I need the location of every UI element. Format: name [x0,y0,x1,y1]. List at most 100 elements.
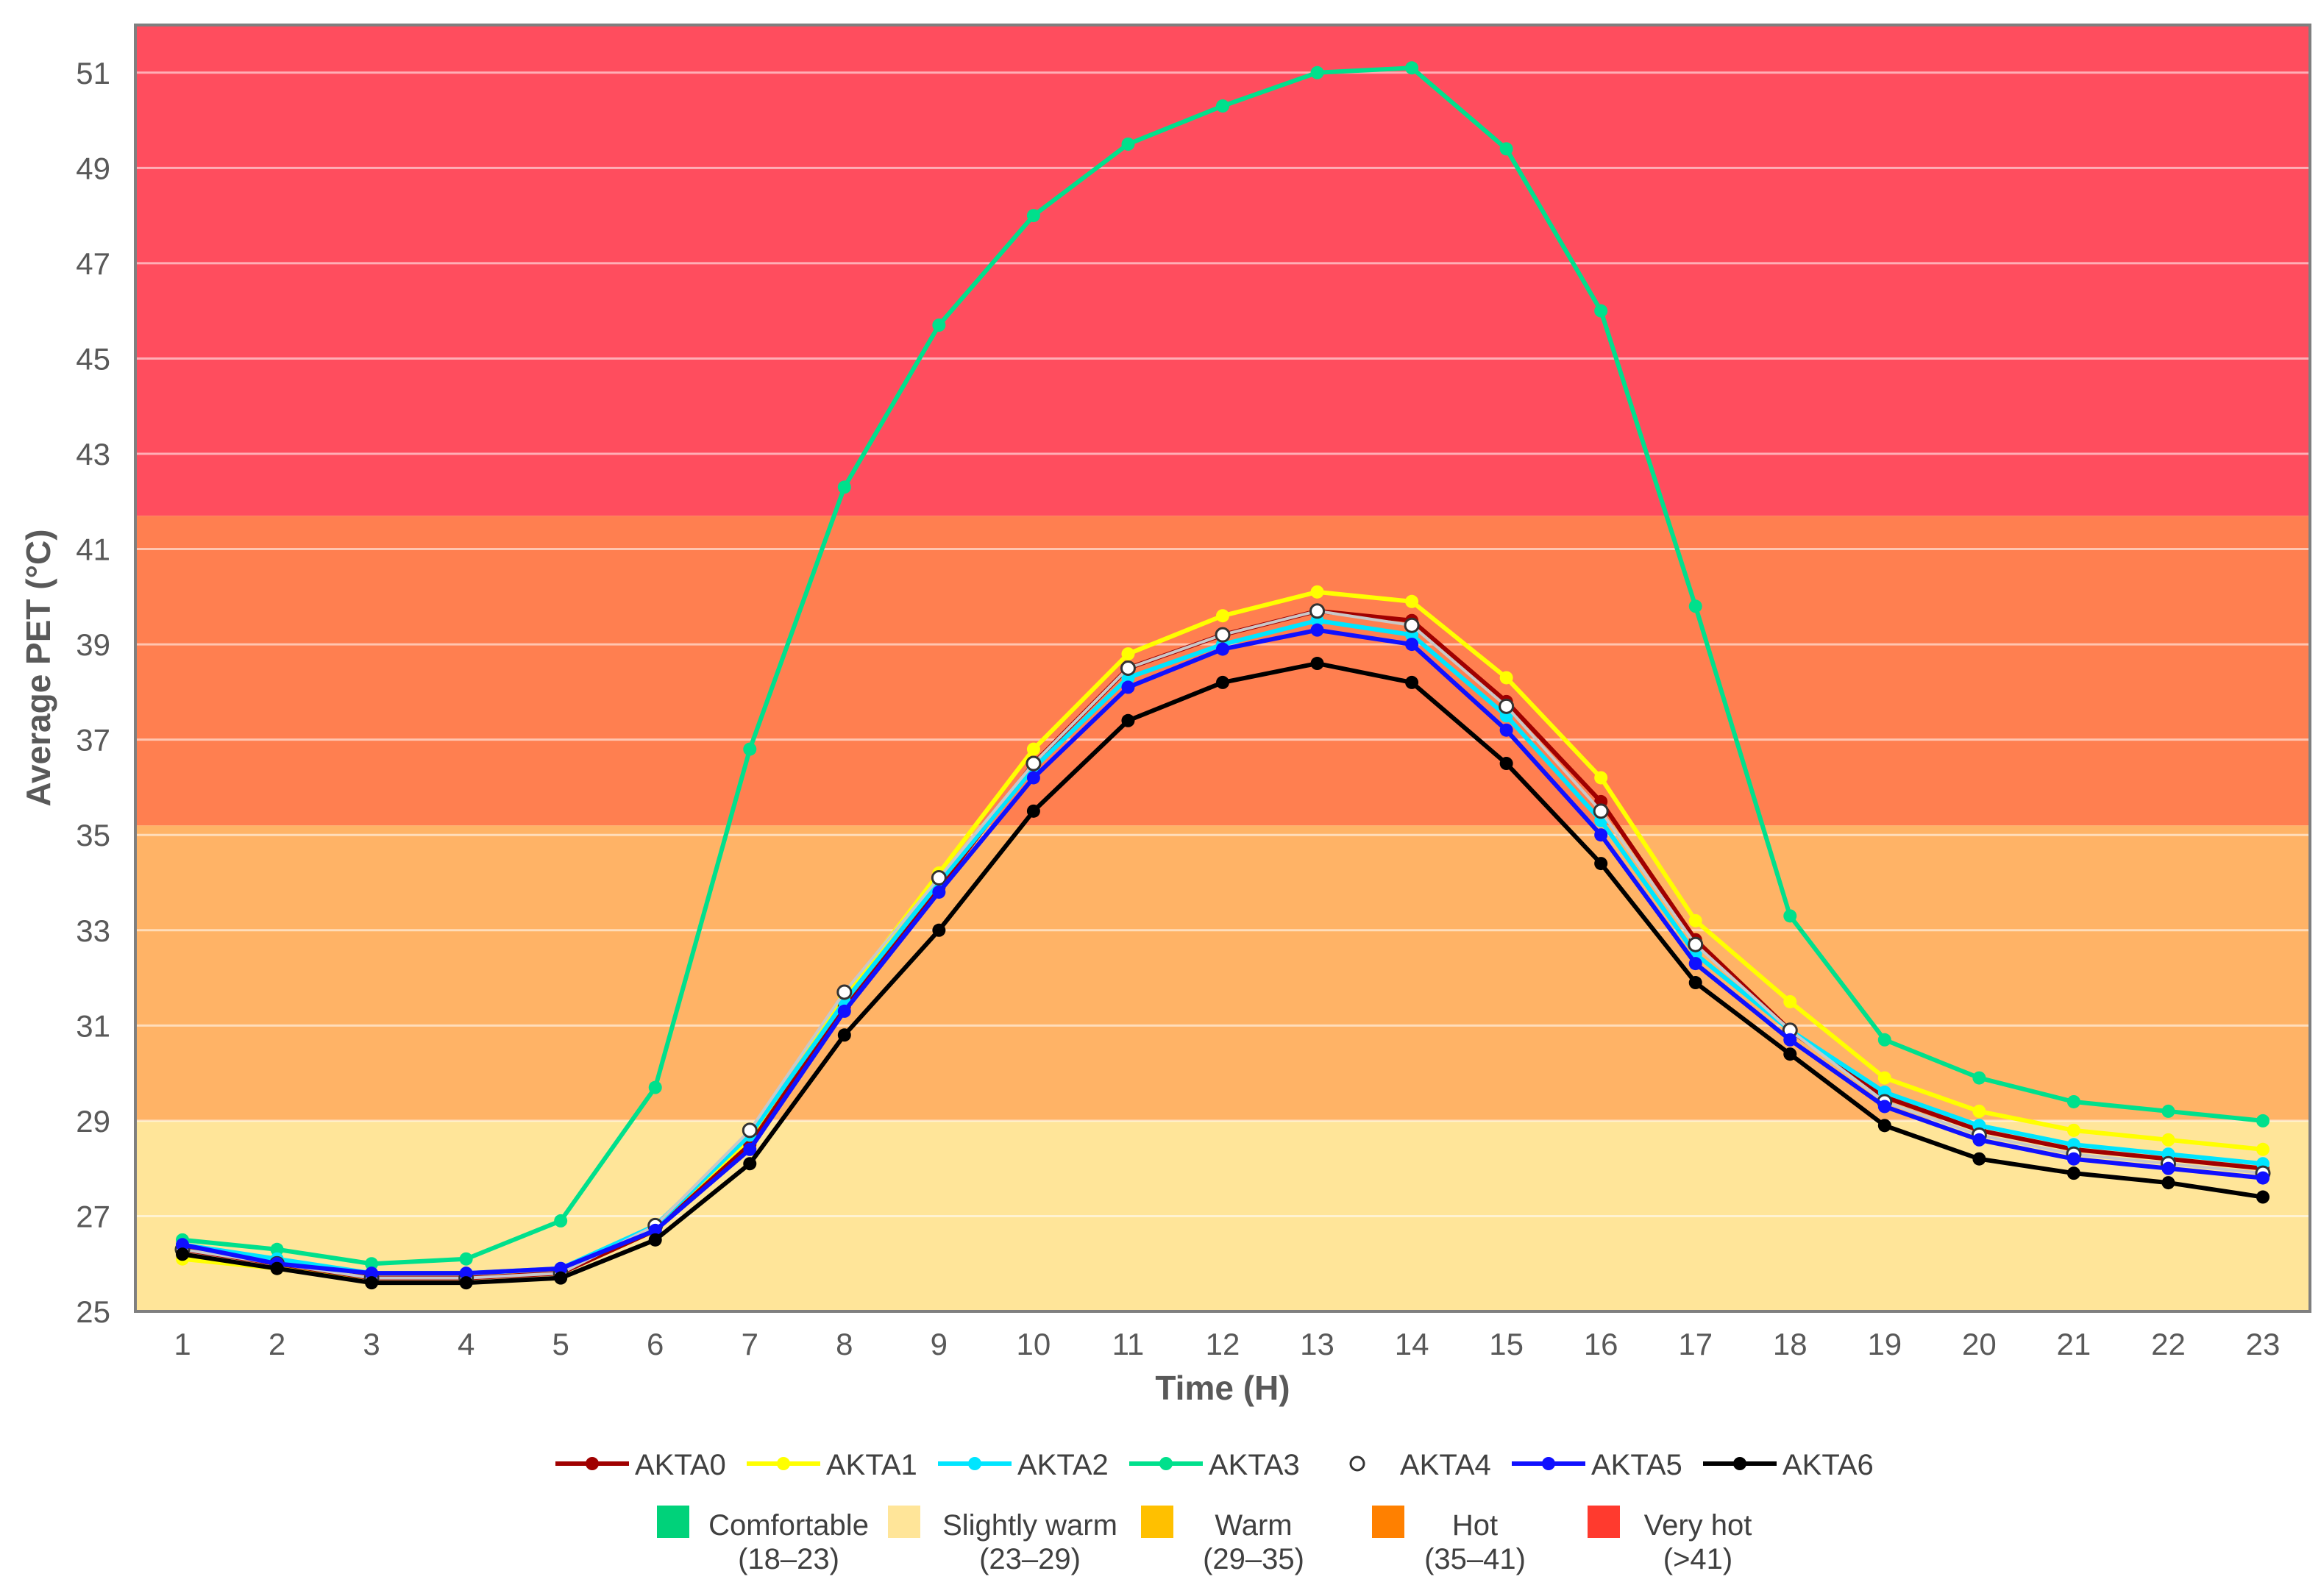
category-label-very-hot: Very hot [1644,1509,1752,1542]
legend-marker-akta5 [1542,1457,1555,1470]
data-point-akta3 [270,1242,284,1256]
x-tick-label: 22 [2151,1327,2186,1361]
legend-label-akta1: AKTA1 [826,1449,917,1481]
data-point-akta3 [743,742,757,756]
data-point-akta6 [1216,675,1229,689]
category-swatch-very-hot [1588,1506,1620,1538]
data-point-akta5 [2066,1152,2080,1166]
x-tick-label: 13 [1300,1327,1334,1361]
x-tick-label: 17 [1678,1327,1713,1361]
data-point-akta5 [1121,680,1135,694]
data-point-akta3 [1310,65,1324,79]
data-point-akta6 [1405,675,1419,689]
x-tick-label: 6 [647,1327,664,1361]
data-point-akta3 [1499,142,1513,156]
data-point-akta3 [1216,99,1229,113]
data-point-akta5 [837,1004,851,1018]
data-point-akta5 [1216,642,1229,656]
category-range-slightly-warm: (23–29) [979,1543,1081,1575]
data-point-akta4 [742,1122,758,1139]
data-point-akta6 [1499,757,1513,771]
data-point-akta3 [459,1252,473,1266]
data-point-akta1 [1499,671,1513,685]
legend-label-akta4: AKTA4 [1400,1449,1491,1481]
category-range-comfortable: (18–23) [738,1543,839,1575]
legend-item-akta6: AKTA6 [1703,1449,1874,1481]
data-point-akta6 [648,1233,662,1247]
legend-item-akta5: AKTA5 [1512,1449,1682,1481]
data-point-akta3 [1026,209,1040,223]
y-tick-label: 45 [76,341,110,376]
category-range-hot: (35–41) [1424,1543,1526,1575]
data-point-akta5 [743,1142,757,1156]
legend-label-akta2: AKTA2 [1017,1449,1109,1481]
data-point-akta6 [2256,1190,2270,1204]
data-point-akta4 [836,984,853,1000]
data-point-akta4 [1215,627,1231,643]
data-point-akta1 [1121,647,1135,661]
x-axis-title: Time (H) [1155,1369,1290,1407]
data-point-akta3 [1405,61,1419,75]
y-tick-label: 27 [76,1199,110,1233]
y-tick-label: 47 [76,246,110,281]
data-point-akta1 [2066,1123,2080,1137]
data-point-akta1 [1688,913,1702,927]
data-point-akta5 [1499,723,1513,737]
legend-label-akta5: AKTA5 [1591,1449,1682,1481]
data-point-akta3 [932,318,946,332]
data-point-akta3 [1121,137,1135,151]
x-tick-label: 2 [269,1327,285,1361]
x-tick-label: 19 [1867,1327,1902,1361]
data-point-akta5 [1405,638,1419,652]
data-point-akta5 [1783,1033,1797,1047]
data-point-akta6 [1121,713,1135,727]
x-tick-label: 10 [1017,1327,1051,1361]
data-point-akta5 [365,1267,379,1280]
y-axis-title: Average PET (°C) [19,529,57,806]
plot-border [134,24,2311,1313]
data-point-akta3 [1783,909,1797,923]
data-point-akta3 [648,1080,662,1094]
category-swatch-hot [1372,1506,1404,1538]
data-point-akta4 [1309,603,1326,619]
series-lines [174,61,2271,1290]
series-akta3 [176,61,2270,1271]
data-point-akta4 [1120,660,1136,676]
data-point-akta4 [931,870,947,886]
data-point-akta6 [270,1261,284,1275]
data-point-akta1 [2256,1142,2270,1156]
legend-marker-akta2 [968,1457,981,1470]
x-tick-label: 1 [174,1327,191,1361]
data-point-akta6 [1688,976,1702,990]
data-point-akta3 [554,1214,568,1228]
legend-label-akta0: AKTA0 [635,1449,726,1481]
y-tick-label: 41 [76,532,110,567]
x-tick-label: 4 [458,1327,474,1361]
data-point-akta4 [1593,803,1609,819]
data-point-akta6 [837,1028,851,1042]
data-point-akta1 [1877,1071,1891,1085]
data-point-akta5 [1688,957,1702,971]
data-point-akta1 [1310,585,1324,599]
data-point-akta5 [1594,828,1608,842]
category-swatch-slightly-warm [888,1506,920,1538]
x-tick-label: 15 [1489,1327,1524,1361]
x-tick-label: 20 [1962,1327,1997,1361]
data-point-akta4 [1026,755,1042,772]
data-point-akta1 [2161,1133,2175,1147]
data-point-akta3 [1688,599,1702,613]
legend-item-akta1: AKTA1 [747,1449,917,1481]
data-point-akta5 [1026,771,1040,785]
data-point-akta1 [1972,1104,1986,1118]
band-2 [135,516,2310,826]
band-3 [135,25,2310,516]
category-legend: Comfortable(18–23) Slightly warm(23–29) Wa… [657,1506,1752,1575]
legend-item-akta2: AKTA2 [938,1449,1109,1481]
category-label-comfortable: Comfortable [708,1509,869,1542]
legend-marker-akta4 [1349,1456,1365,1472]
legend-label-akta3: AKTA3 [1209,1449,1300,1481]
data-point-akta6 [1972,1152,1986,1166]
x-tick-label: 14 [1395,1327,1429,1361]
